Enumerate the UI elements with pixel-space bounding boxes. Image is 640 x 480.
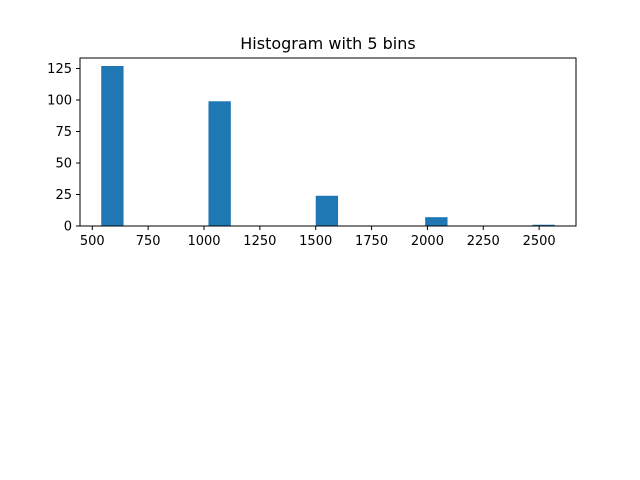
x-tick-label: 750 <box>136 234 161 249</box>
histogram-bar-4 <box>425 217 448 226</box>
x-tick-label: 2500 <box>523 234 556 249</box>
x-tick-label: 2000 <box>411 234 444 249</box>
histogram-bar-2 <box>208 101 231 226</box>
bars-layer <box>101 66 555 226</box>
histogram-bar-1 <box>101 66 124 226</box>
x-tick-label: 2250 <box>467 234 500 249</box>
y-tick-label: 25 <box>55 188 72 203</box>
y-tick-label: 100 <box>47 94 72 109</box>
ticks-layer: 500 750 1000 1250 1500 1750 2000 2250 2500 0 25 50 7… <box>47 62 556 249</box>
x-tick-label: 1250 <box>243 234 276 249</box>
histogram-bar-5 <box>532 224 555 226</box>
x-tick-label: 1000 <box>187 234 220 249</box>
x-tick-label: 500 <box>80 234 105 249</box>
chart-title: Histogram with 5 bins <box>240 34 415 53</box>
y-tick-label: 75 <box>55 125 72 140</box>
y-tick-label: 50 <box>55 157 72 172</box>
plot-frame <box>79 57 577 227</box>
x-tick-label: 1500 <box>299 234 332 249</box>
x-tick-label: 1750 <box>355 234 388 249</box>
histogram-bar-3 <box>315 195 339 226</box>
y-tick-label: 0 <box>64 220 72 235</box>
y-tick-label: 125 <box>47 62 72 77</box>
